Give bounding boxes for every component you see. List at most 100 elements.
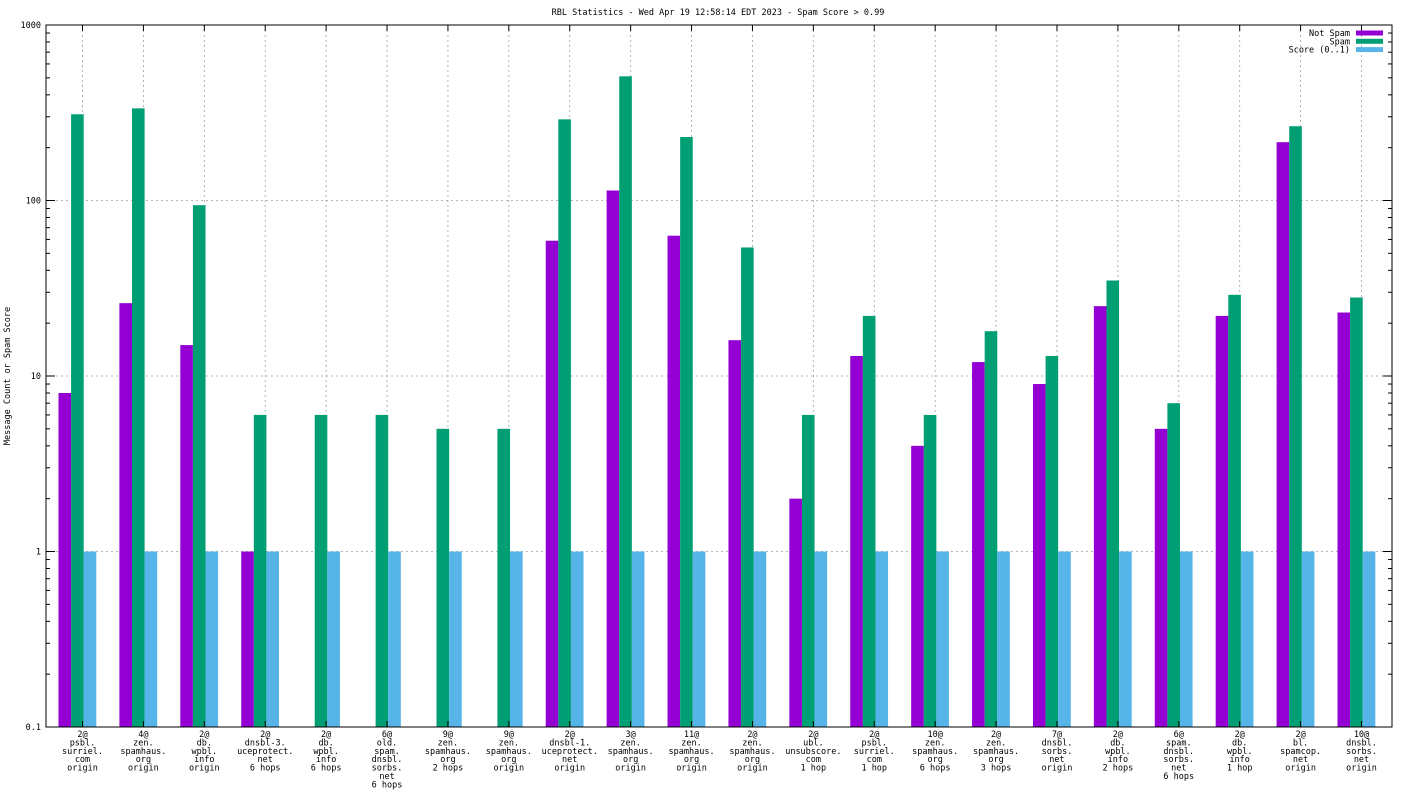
x-tick-label-line: info xyxy=(194,755,214,765)
bar-spam xyxy=(314,414,328,727)
x-tick-label-line: zen. xyxy=(620,738,640,748)
x-tick-label-line: 1 hop xyxy=(801,764,827,774)
bar-spam xyxy=(1289,126,1302,728)
bar-spam xyxy=(253,414,267,727)
x-tick-label-line: spamhaus. xyxy=(912,747,958,757)
x-tick-label-line: spamcop. xyxy=(1280,747,1321,757)
x-tick-label-line: zen. xyxy=(986,738,1006,748)
bar-not-spam xyxy=(180,345,193,727)
x-tick-label-line: org xyxy=(927,755,942,765)
x-tick-label-line: 2@ xyxy=(260,730,270,740)
x-tick-label-line: spamhaus. xyxy=(486,747,532,757)
x-tick-label-line: net xyxy=(1171,764,1186,774)
bar-spam xyxy=(1106,280,1120,727)
legend-label: Spam xyxy=(1330,37,1350,47)
x-tick-label-line: db. xyxy=(318,738,333,748)
bar-score-0-1 xyxy=(449,551,462,727)
x-tick-label-line: origin xyxy=(1042,764,1073,774)
x-tick-label-line: 11@ xyxy=(684,730,699,740)
x-tick-label-line: 2 hops xyxy=(1103,764,1134,774)
x-tick-label-line: spamhaus. xyxy=(608,747,654,757)
y-tick-label: 100 xyxy=(26,197,41,207)
x-tick-label-line: 6 hops xyxy=(311,764,342,774)
bar-spam xyxy=(436,428,450,727)
bar-score-0-1 xyxy=(1301,551,1315,727)
x-tick-label-line: wpbl. xyxy=(1105,747,1131,757)
x-tick-label-line: 1 hop xyxy=(1227,764,1253,774)
x-tick-label-line: dnsbl-3. xyxy=(245,738,286,748)
bar-spam xyxy=(497,428,511,727)
x-tick-label-line: 2@ xyxy=(1235,730,1245,740)
x-tick-label-line: zen. xyxy=(438,738,458,748)
x-tick-label-line: net xyxy=(1354,755,1369,765)
x-tick-label: 2@ db. wpbl. info 6 hops xyxy=(311,730,342,774)
bar-score-0-1 xyxy=(1119,551,1132,727)
bar-score-0-1 xyxy=(631,551,645,727)
x-tick-label: 6@ old. spam. dnsbl. sorbs. net 6 hops xyxy=(372,730,403,790)
x-tick-label-line: net xyxy=(379,772,394,782)
x-tick-label: 2@ db. wpbl. info origin xyxy=(189,730,220,774)
x-tick-label-line: zen. xyxy=(499,738,519,748)
x-tick-label: 2@ zen. spamhaus. org origin xyxy=(729,730,775,774)
bar-score-0-1 xyxy=(1240,551,1254,727)
x-tick-label: 2@ psbl. surriel. com 1 hop xyxy=(854,730,895,774)
x-tick-label-line: db. xyxy=(1232,738,1247,748)
x-tick-label-line: origin xyxy=(737,764,768,774)
bar-not-spam xyxy=(911,445,924,727)
bar-score-0-1 xyxy=(510,551,523,727)
x-tick-label-line: origin xyxy=(554,764,585,774)
x-tick-label-line: info xyxy=(316,755,336,765)
y-tick-label: 1 xyxy=(36,548,41,558)
x-tick-label-line: psbl. xyxy=(861,738,887,748)
x-tick-label: 2@ db. wpbl. info 1 hop xyxy=(1227,730,1253,774)
bar-not-spam xyxy=(789,498,802,727)
bar-not-spam xyxy=(545,240,559,728)
x-tick-label-line: 1 hop xyxy=(861,764,887,774)
x-tick-label: 2@ dnsbl-1. uceprotect. net origin xyxy=(542,730,598,774)
bar-score-0-1 xyxy=(83,551,97,727)
x-tick-label: 2@ ubl. unsubscore. com 1 hop xyxy=(785,730,841,774)
x-tick-label-line: 2@ xyxy=(1295,730,1305,740)
x-tick-label-line: db. xyxy=(197,738,212,748)
legend-swatch xyxy=(1356,47,1383,53)
bar-score-0-1 xyxy=(753,551,767,727)
x-tick-label-line: wpbl. xyxy=(192,747,218,757)
y-tick-label: 0.1 xyxy=(26,723,41,733)
x-tick-label-line: origin xyxy=(128,764,159,774)
x-tick-label: 10@ dnsbl. sorbs. net origin xyxy=(1346,730,1377,774)
x-tick-label-line: spam. xyxy=(1166,738,1192,748)
y-axis-label: Message Count or Spam Score xyxy=(3,307,13,445)
x-tick-label-line: sorbs. xyxy=(1163,755,1194,765)
x-tick-label-line: dnsbl. xyxy=(372,755,403,765)
x-tick-label: 2@ dnsbl-3. uceprotect. net 6 hops xyxy=(237,730,293,774)
legend-swatch xyxy=(1356,30,1383,36)
x-tick-label-line: com xyxy=(867,755,882,765)
bar-spam xyxy=(71,114,84,728)
bar-not-spam xyxy=(850,356,863,727)
bar-spam xyxy=(1350,297,1363,727)
x-tick-label-line: org xyxy=(988,755,1003,765)
y-tick-label: 10 xyxy=(31,372,41,382)
bar-not-spam xyxy=(1093,306,1107,727)
x-tick-label-line: uceprotect. xyxy=(542,747,598,757)
y-axis-ticks: 0.1 1 10 100 1000 xyxy=(21,21,1392,733)
x-tick-label-line: 10@ xyxy=(1354,730,1369,740)
bar-spam xyxy=(680,137,693,727)
x-tick-label: 4@ zen. spamhaus. org origin xyxy=(120,730,166,774)
x-tick-label-line: dnsbl. xyxy=(1042,738,1073,748)
x-tick-label-line: surriel. xyxy=(854,747,895,757)
bar-spam xyxy=(558,119,571,728)
x-tick-label: 6@ spam. dnsbl. sorbs. net 6 hops xyxy=(1163,730,1194,782)
x-tick-label-line: 2@ xyxy=(1113,730,1123,740)
bar-not-spam xyxy=(972,362,985,727)
bar-score-0-1 xyxy=(327,551,340,727)
x-tick-label-line: 9@ xyxy=(443,730,453,740)
bar-score-0-1 xyxy=(1058,551,1071,727)
legend-label: Not Spam xyxy=(1309,29,1350,39)
x-tick-label-line: sorbs. xyxy=(1346,747,1377,757)
x-tick-label-line: origin xyxy=(493,764,524,774)
bar-spam xyxy=(984,331,998,727)
bar-not-spam xyxy=(1337,312,1351,727)
